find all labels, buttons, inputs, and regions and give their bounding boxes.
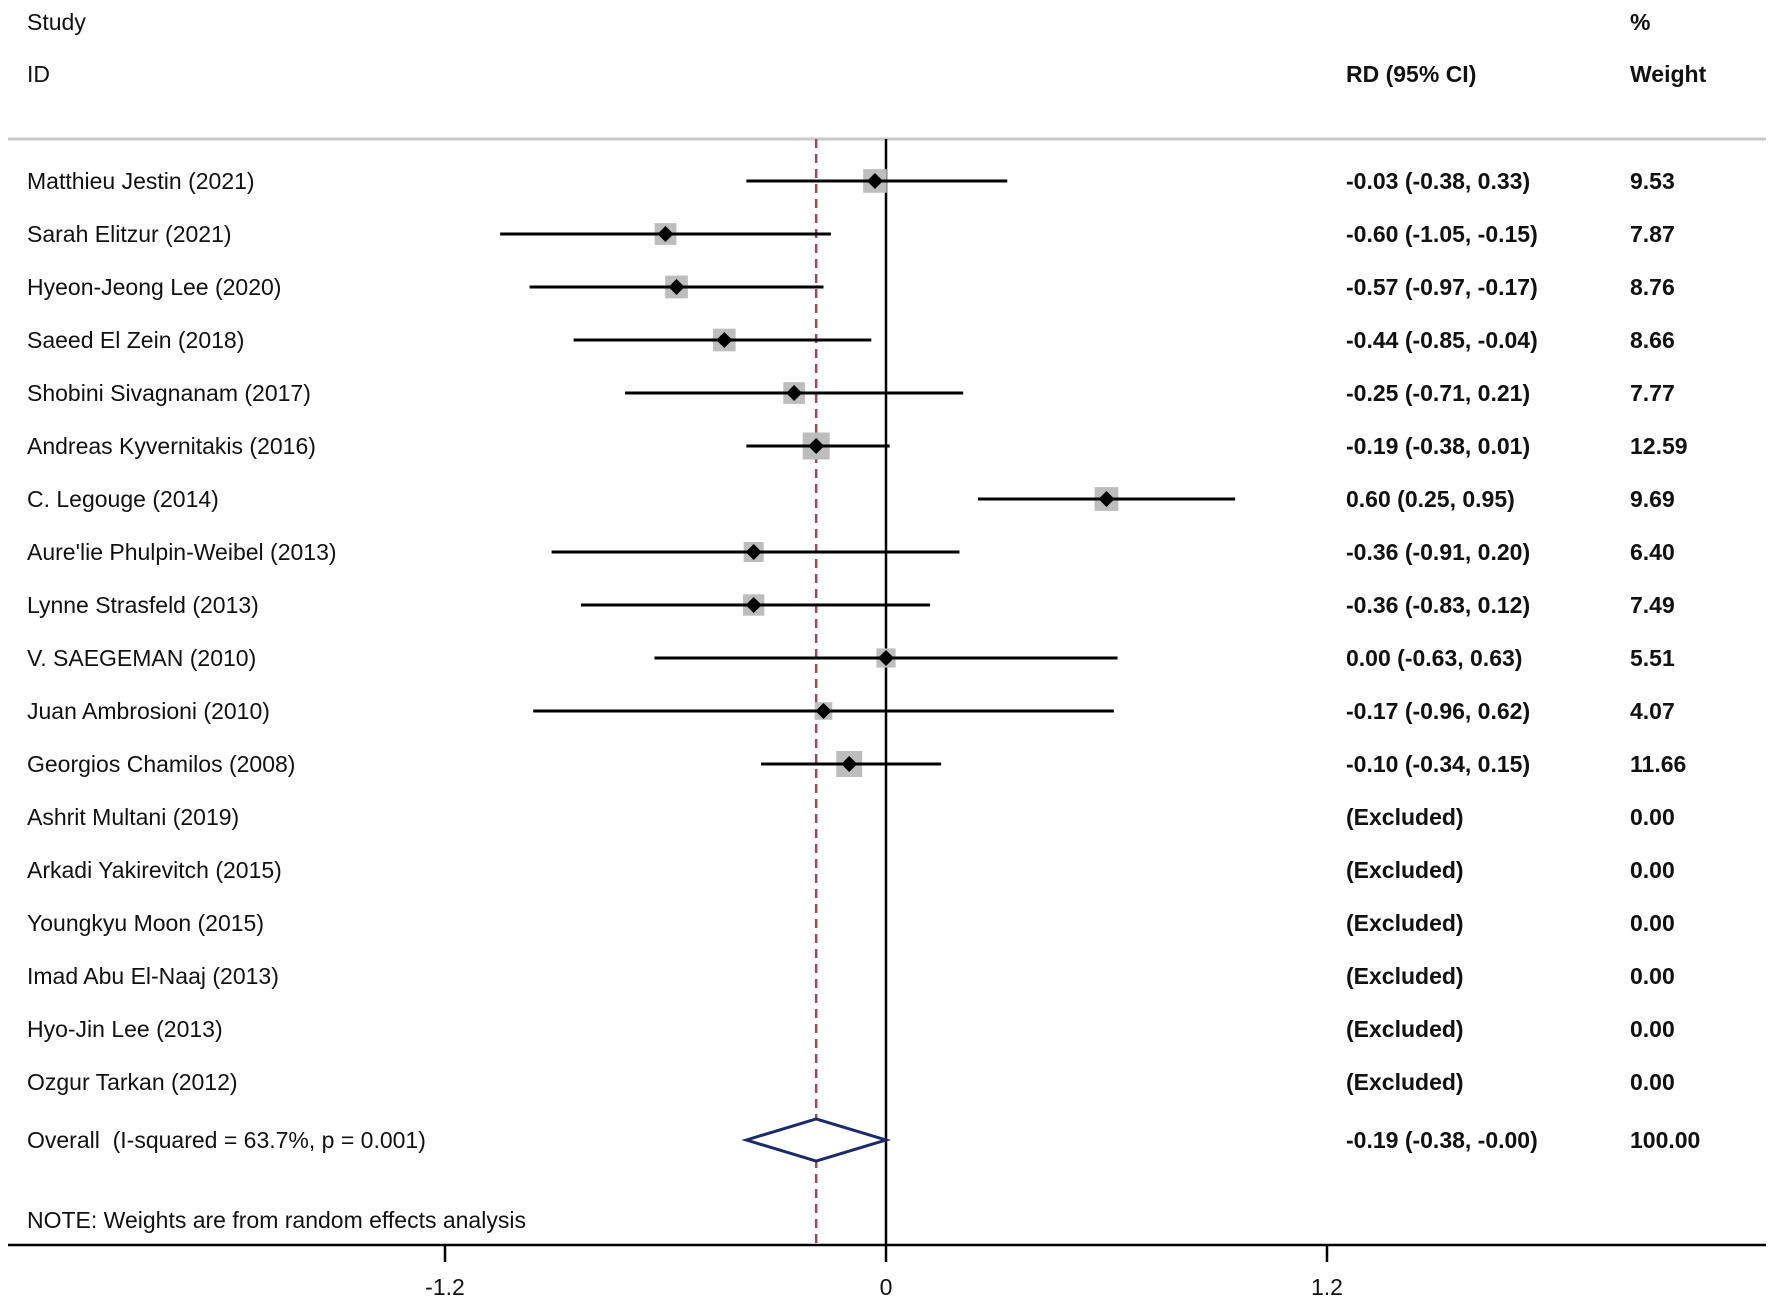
study-row: Aure'lie Phulpin-Weibel (2013) -0.36 (-0.… (27, 539, 1675, 565)
study-effect-ci: -0.19 (-0.38, 0.01) (1346, 433, 1530, 459)
study-row: Juan Ambrosioni (2010) -0.17 (-0.96, 0.62… (27, 698, 1675, 724)
study-weight: 8.76 (1630, 274, 1675, 300)
study-effect-ci: -0.36 (-0.91, 0.20) (1346, 539, 1530, 565)
study-effect-ci: (Excluded) (1346, 910, 1464, 936)
study-weight: 8.66 (1630, 327, 1675, 353)
study-weight: 7.87 (1630, 221, 1675, 247)
study-id: Hyo-Jin Lee (2013) (27, 1016, 223, 1042)
study-id: V. SAEGEMAN (2010) (27, 645, 256, 671)
overall-label: Overall (I-squared = 63.7%, p = 0.001) (27, 1127, 426, 1153)
header-weight: Weight (1630, 61, 1707, 87)
point-estimate (668, 279, 685, 295)
study-row: Matthieu Jestin (2021) -0.03 (-0.38, 0.33… (27, 168, 1675, 194)
study-row: Ozgur Tarkan (2012) (Excluded) 0.00 (27, 1069, 1675, 1095)
study-row: Georgios Chamilos (2008) -0.10 (-0.34, 0.… (27, 751, 1686, 777)
study-row: Hyo-Jin Lee (2013) (Excluded) 0.00 (27, 1016, 1675, 1042)
study-row: Imad Abu El-Naaj (2013) (Excluded) 0.00 (27, 963, 1675, 989)
study-row: Shobini Sivagnanam (2017) -0.25 (-0.71, 0… (27, 380, 1675, 406)
study-row: Youngkyu Moon (2015) (Excluded) 0.00 (27, 910, 1675, 936)
study-effect-ci: -0.36 (-0.83, 0.12) (1346, 592, 1530, 618)
study-effect-ci: (Excluded) (1346, 857, 1464, 883)
study-id: Ashrit Multani (2019) (27, 804, 239, 830)
study-effect-ci: -0.44 (-0.85, -0.04) (1346, 327, 1538, 353)
study-weight: 7.49 (1630, 592, 1675, 618)
point-estimate (866, 173, 883, 189)
header-percent: % (1630, 9, 1650, 35)
study-effect-ci: 0.60 (0.25, 0.95) (1346, 486, 1515, 512)
study-weight: 9.53 (1630, 168, 1675, 194)
study-id: Georgios Chamilos (2008) (27, 751, 295, 777)
point-estimate (841, 756, 858, 772)
point-estimate (745, 597, 762, 613)
study-weight: 9.69 (1630, 486, 1675, 512)
study-row: Sarah Elitzur (2021) -0.60 (-1.05, -0.15)… (27, 221, 1675, 247)
study-id: Imad Abu El-Naaj (2013) (27, 963, 279, 989)
overall-effect: -0.19 (-0.38, -0.00) (1346, 1127, 1538, 1153)
study-effect-ci: (Excluded) (1346, 1016, 1464, 1042)
x-tick-label: -1.2 (425, 1274, 465, 1300)
study-id: Aure'lie Phulpin-Weibel (2013) (27, 539, 337, 565)
study-row: Arkadi Yakirevitch (2015) (Excluded) 0.00 (27, 857, 1675, 883)
study-weight: 0.00 (1630, 857, 1675, 883)
study-row: Andreas Kyvernitakis (2016) -0.19 (-0.38,… (27, 432, 1688, 460)
study-effect-ci: (Excluded) (1346, 1069, 1464, 1095)
study-row: V. SAEGEMAN (2010) 0.00 (-0.63, 0.63) 5.51 (27, 645, 1675, 671)
study-effect-ci: -0.03 (-0.38, 0.33) (1346, 168, 1530, 194)
study-effect-ci: -0.10 (-0.34, 0.15) (1346, 751, 1530, 777)
study-weight: 7.77 (1630, 380, 1675, 406)
study-weight: 6.40 (1630, 539, 1675, 565)
point-estimate (815, 703, 832, 719)
study-effect-ci: (Excluded) (1346, 963, 1464, 989)
study-id: Sarah Elitzur (2021) (27, 221, 232, 247)
study-row: Hyeon-Jeong Lee (2020) -0.57 (-0.97, -0.1… (27, 274, 1675, 300)
study-weight: 0.00 (1630, 1069, 1675, 1095)
study-effect-ci: (Excluded) (1346, 804, 1464, 830)
study-id: Matthieu Jestin (2021) (27, 168, 255, 194)
point-estimate (1098, 491, 1115, 507)
footnote: NOTE: Weights are from random effects an… (27, 1207, 526, 1233)
overall-weight: 100.00 (1630, 1127, 1700, 1153)
header-id: ID (27, 61, 50, 87)
study-id: Arkadi Yakirevitch (2015) (27, 857, 282, 883)
study-row: Ashrit Multani (2019) (Excluded) 0.00 (27, 804, 1675, 830)
overall-diamond (741, 1117, 892, 1163)
study-row: C. Legouge (2014) 0.60 (0.25, 0.95) 9.69 (27, 486, 1675, 512)
study-id: Juan Ambrosioni (2010) (27, 698, 270, 724)
study-weight: 5.51 (1630, 645, 1675, 671)
study-weight: 0.00 (1630, 910, 1675, 936)
study-weight: 11.66 (1630, 751, 1686, 777)
study-id: Hyeon-Jeong Lee (2020) (27, 274, 281, 300)
point-estimate (878, 650, 894, 666)
study-row: Lynne Strasfeld (2013) -0.36 (-0.83, 0.12… (27, 592, 1675, 618)
study-row: Saeed El Zein (2018) -0.44 (-0.85, -0.04)… (27, 327, 1675, 353)
study-effect-ci: -0.17 (-0.96, 0.62) (1346, 698, 1530, 724)
study-id: Saeed El Zein (2018) (27, 327, 244, 353)
point-estimate (716, 332, 733, 348)
study-id: Shobini Sivagnanam (2017) (27, 380, 311, 406)
study-weight: 0.00 (1630, 963, 1675, 989)
x-tick-label: 1.2 (1311, 1274, 1343, 1300)
study-weight: 4.07 (1630, 698, 1675, 724)
study-effect-ci: -0.57 (-0.97, -0.17) (1346, 274, 1538, 300)
study-weight: 12.59 (1630, 433, 1688, 459)
header-study: Study (27, 9, 86, 35)
point-estimate (808, 438, 825, 454)
point-estimate (786, 385, 803, 401)
study-weight: 0.00 (1630, 1016, 1675, 1042)
x-tick-label: 0 (880, 1274, 893, 1300)
study-id: Lynne Strasfeld (2013) (27, 592, 259, 618)
point-estimate (657, 226, 674, 242)
study-weight: 0.00 (1630, 804, 1675, 830)
study-id: Ozgur Tarkan (2012) (27, 1069, 238, 1095)
study-effect-ci: -0.25 (-0.71, 0.21) (1346, 380, 1530, 406)
study-effect-ci: 0.00 (-0.63, 0.63) (1346, 645, 1522, 671)
header-effect: RD (95% CI) (1346, 61, 1476, 87)
point-estimate (745, 544, 762, 560)
study-id: Youngkyu Moon (2015) (27, 910, 264, 936)
study-id: Andreas Kyvernitakis (2016) (27, 433, 316, 459)
study-id: C. Legouge (2014) (27, 486, 219, 512)
study-effect-ci: -0.60 (-1.05, -0.15) (1346, 221, 1538, 247)
